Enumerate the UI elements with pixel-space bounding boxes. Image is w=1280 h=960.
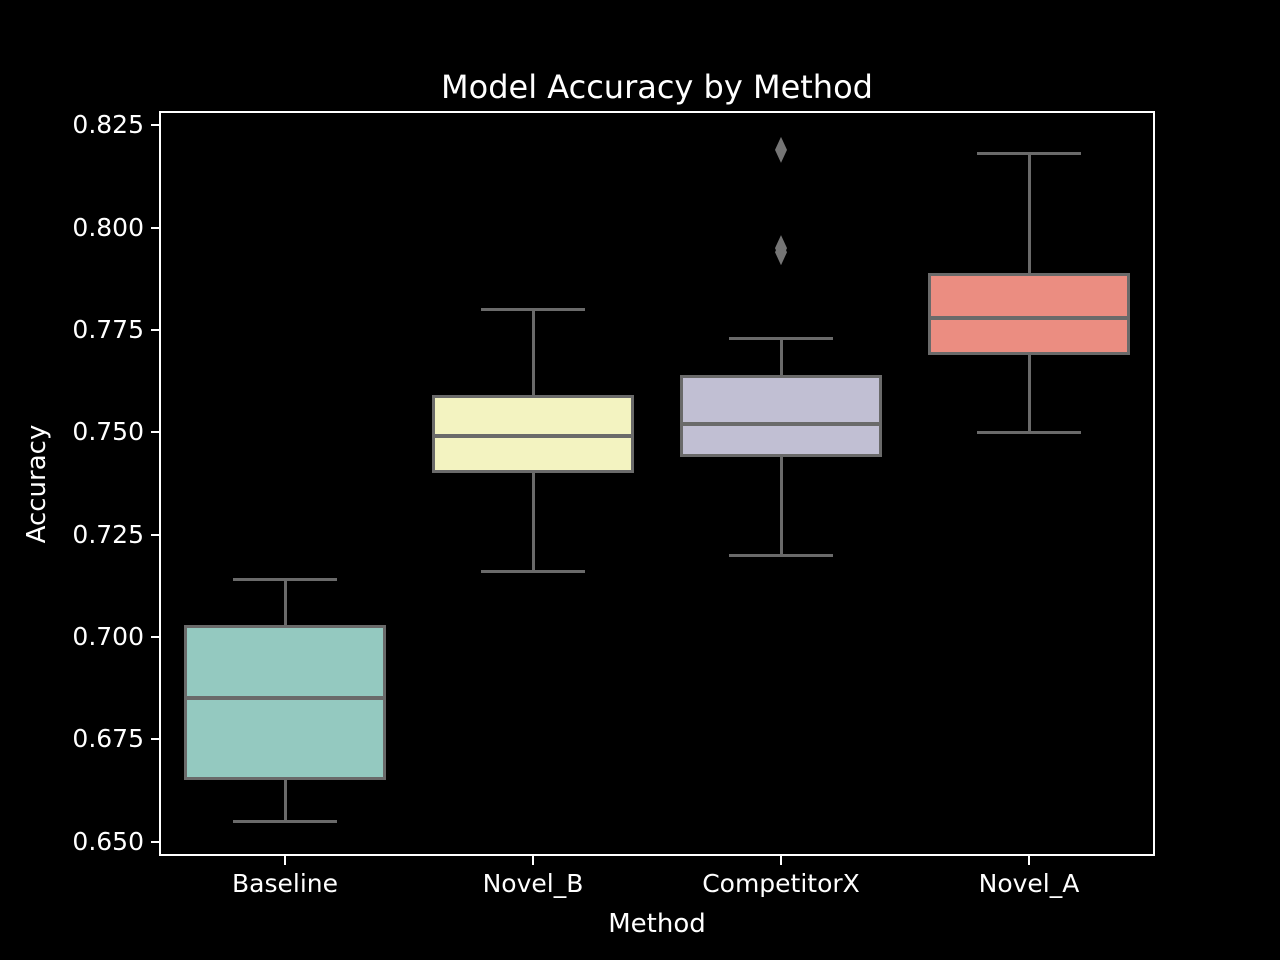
- median-novel_b: [435, 434, 631, 439]
- median-competitorx: [683, 422, 879, 427]
- x-tick-mark: [780, 856, 782, 865]
- y-tick-label: 0.675: [72, 724, 144, 754]
- y-tick-mark: [151, 431, 161, 434]
- box-baseline: [184, 624, 386, 781]
- x-category-label-novel_b: Novel_B: [482, 869, 584, 898]
- whisker-cap-high-competitorx: [729, 336, 833, 340]
- whisker-lower-novel_a: [1027, 354, 1031, 433]
- x-category-label-competitorx: CompetitorX: [702, 869, 860, 898]
- whisker-upper-baseline: [283, 579, 287, 625]
- y-tick-label: 0.775: [72, 314, 144, 344]
- whisker-cap-low-novel_a: [977, 430, 1081, 434]
- box-competitorx: [680, 375, 882, 457]
- chart-title: Model Accuracy by Method: [441, 68, 873, 106]
- y-tick-mark: [151, 124, 161, 127]
- y-tick-label: 0.750: [72, 417, 144, 447]
- median-baseline: [187, 696, 383, 701]
- outlier-marker-competitorx: [775, 136, 787, 163]
- whisker-cap-high-novel_b: [481, 308, 585, 311]
- y-tick-mark: [151, 533, 161, 536]
- y-tick-label: 0.650: [72, 826, 144, 856]
- y-tick-mark: [151, 840, 161, 843]
- x-category-label-baseline: Baseline: [232, 869, 338, 898]
- plot-area: [159, 111, 1155, 856]
- box-novel_b: [432, 395, 634, 474]
- whisker-lower-baseline: [283, 780, 287, 822]
- x-tick-mark: [1028, 856, 1030, 865]
- outlier-marker-competitorx: [775, 239, 787, 266]
- y-tick-label: 0.725: [72, 519, 144, 549]
- y-tick-mark: [151, 738, 161, 741]
- y-tick-label: 0.825: [72, 110, 144, 140]
- box-novel_a: [928, 272, 1130, 355]
- y-tick-label: 0.700: [72, 622, 144, 652]
- x-tick-mark: [532, 856, 534, 865]
- y-tick-mark: [151, 226, 161, 229]
- whisker-lower-competitorx: [779, 456, 783, 556]
- whisker-upper-novel_b: [531, 309, 535, 396]
- whisker-upper-competitorx: [779, 338, 783, 375]
- x-category-label-novel_a: Novel_A: [978, 869, 1080, 898]
- x-tick-mark: [284, 856, 286, 865]
- whisker-cap-low-competitorx: [729, 553, 833, 557]
- y-tick-label: 0.800: [72, 212, 144, 242]
- whisker-cap-low-baseline: [233, 819, 337, 823]
- whisker-lower-novel_b: [531, 473, 535, 572]
- whisker-upper-novel_a: [1027, 153, 1031, 273]
- median-novel_a: [931, 315, 1127, 320]
- whisker-cap-high-baseline: [233, 578, 337, 582]
- whisker-cap-high-novel_a: [977, 152, 1081, 156]
- y-tick-mark: [151, 636, 161, 639]
- whisker-cap-low-novel_b: [481, 570, 585, 574]
- y-tick-mark: [151, 328, 161, 331]
- y-axis-label: Accuracy: [22, 424, 52, 544]
- x-axis-label: Method: [608, 909, 706, 939]
